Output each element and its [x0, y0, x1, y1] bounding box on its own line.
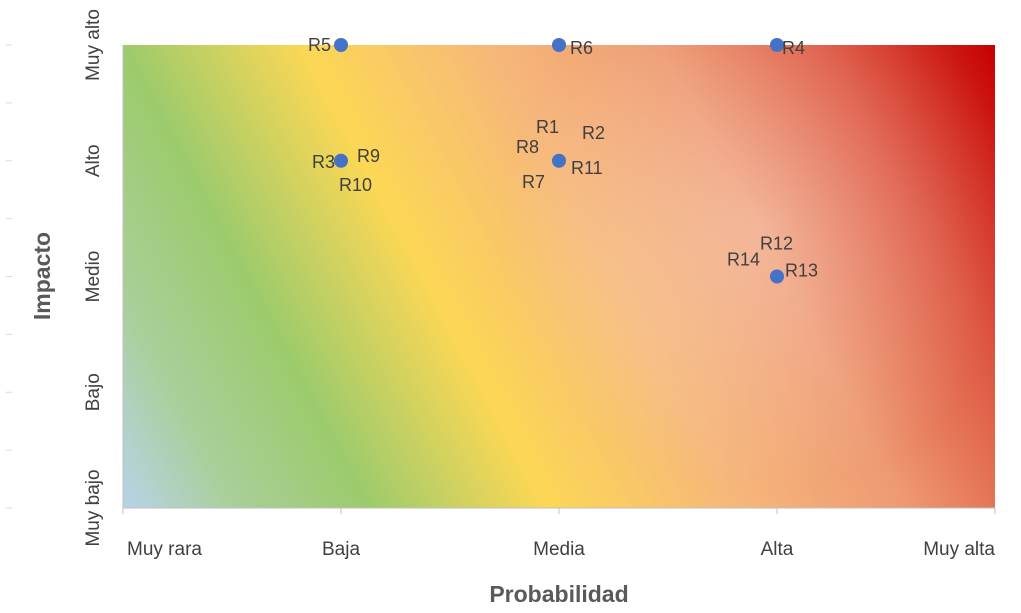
data-point [334, 153, 348, 168]
point-label: R3 [312, 152, 335, 172]
point-label: R10 [339, 175, 372, 195]
points-layer [334, 38, 784, 284]
x-tick-label: Muy alta [923, 539, 995, 560]
y-tick-label: Muy alto [83, 9, 104, 81]
x-tick-label: Baja [322, 539, 360, 560]
x-tick-label: Alta [761, 539, 794, 560]
point-label: R5 [308, 35, 331, 55]
point-label: R1 [536, 117, 559, 137]
y-tick-label: Bajo [83, 373, 104, 411]
data-point [334, 38, 348, 52]
x-tick-label: Media [533, 539, 585, 560]
point-label: R4 [782, 38, 805, 58]
point-label: R11 [571, 158, 603, 178]
point-label: R6 [570, 38, 593, 58]
point-label: R14 [727, 250, 760, 270]
y-tick-label: Alto [83, 144, 104, 177]
point-label: R12 [760, 234, 793, 254]
x-axis-title: Probabilidad [489, 581, 628, 607]
data-point [770, 269, 784, 284]
point-label: R8 [516, 137, 539, 157]
y-tick-label: Medio [83, 251, 104, 303]
x-tick-group: Muy rara Baja Media Alta Muy alta [122, 508, 996, 560]
data-point [770, 38, 784, 52]
data-point [552, 38, 566, 52]
point-label: R9 [357, 146, 380, 166]
y-axis-title: Impacto [29, 232, 55, 320]
plot-sheen [123, 45, 995, 508]
y-tick-group: Muy bajo Bajo Medio Alto Muy alto [6, 9, 104, 547]
y-tick-label: Muy bajo [83, 469, 104, 546]
x-tick-label: Muy rara [127, 539, 202, 560]
data-point [552, 153, 566, 168]
point-label: R13 [785, 261, 818, 281]
point-label: R2 [582, 123, 605, 143]
point-label: R7 [522, 172, 545, 192]
